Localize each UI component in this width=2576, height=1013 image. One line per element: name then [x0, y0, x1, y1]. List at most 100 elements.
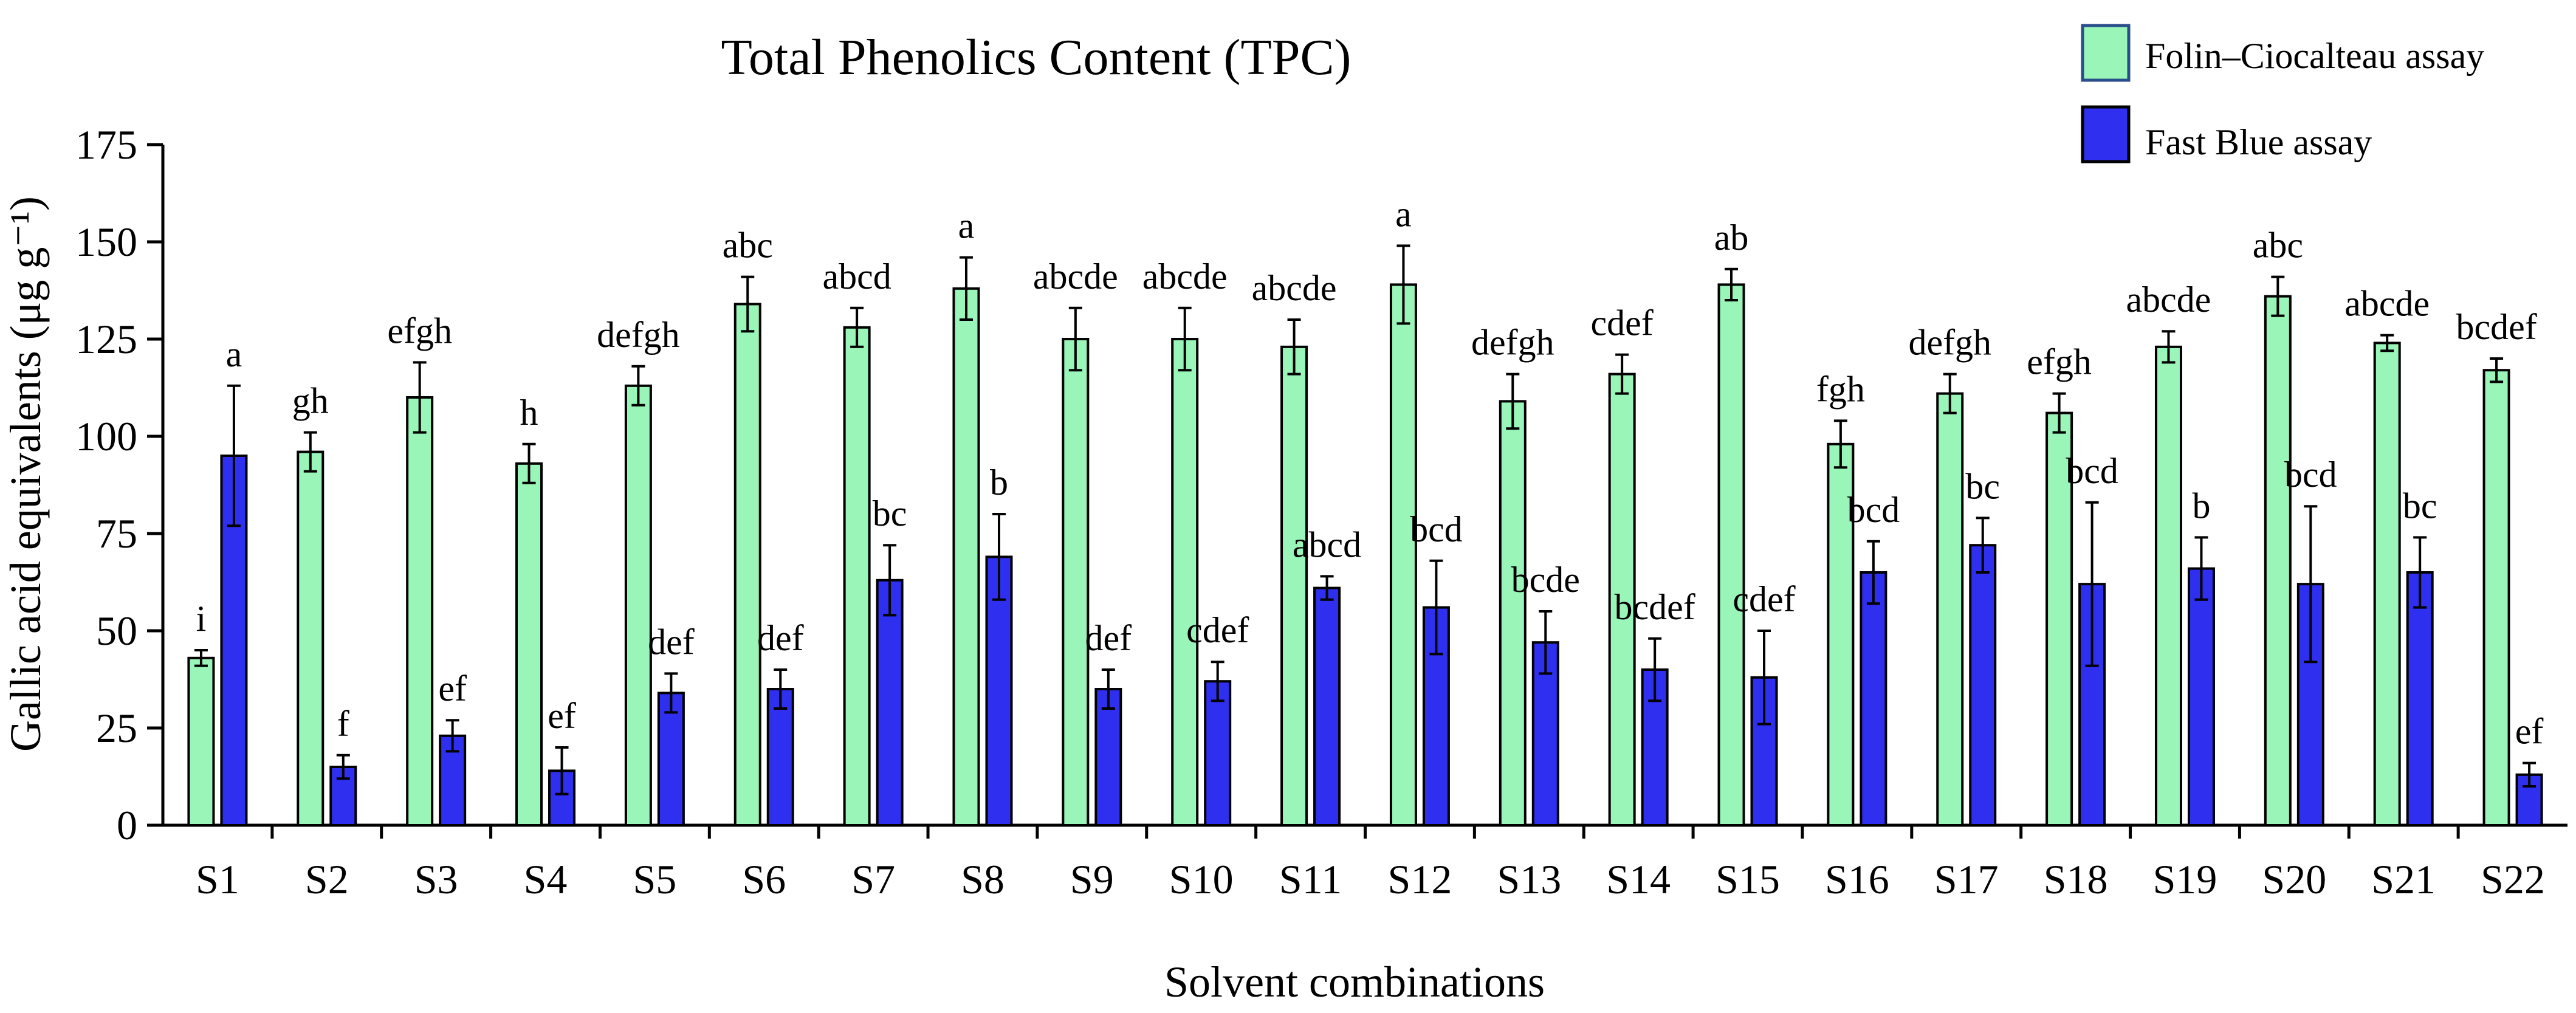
- significance-label: a: [226, 334, 242, 374]
- x-tick-label: S9: [1070, 856, 1114, 902]
- significance-label: bc: [1965, 466, 2000, 506]
- bar: [515, 462, 543, 826]
- x-tick-label: S17: [1934, 856, 1999, 902]
- x-tick-label: S11: [1279, 856, 1342, 902]
- bar: [1313, 586, 1341, 826]
- significance-label: abcd: [822, 256, 891, 297]
- x-tick-label: S15: [1716, 856, 1780, 902]
- legend-swatch-folin: [2081, 24, 2131, 82]
- significance-label: gh: [292, 381, 329, 421]
- y-tick-label: 0: [117, 802, 137, 848]
- x-tick-label: S5: [633, 856, 676, 902]
- y-tick-label: 75: [96, 510, 137, 557]
- significance-label: bcd: [1847, 490, 1900, 530]
- significance-label: abcde: [1142, 256, 1228, 297]
- bar: [766, 688, 794, 826]
- significance-label: a: [1395, 194, 1412, 234]
- significance-label: bc: [2403, 486, 2437, 526]
- legend-label-folin: Folin–Ciocalteau assay: [2145, 36, 2484, 76]
- bar: [2373, 342, 2401, 826]
- significance-label: cdef: [1186, 610, 1249, 650]
- significance-label: defgh: [1471, 323, 1554, 363]
- bar: [1608, 373, 1636, 826]
- significance-label: abcde: [2344, 284, 2430, 324]
- significance-label: abc: [2253, 225, 2303, 266]
- bar: [876, 579, 904, 826]
- x-tick-label: S3: [414, 856, 458, 902]
- bar: [2154, 345, 2182, 826]
- significance-label: fgh: [1816, 369, 1865, 409]
- bar: [843, 326, 871, 826]
- significance-label: defgh: [1908, 323, 1991, 363]
- x-tick-label: S22: [2481, 856, 2545, 902]
- bar: [187, 656, 215, 827]
- x-tick-label: S10: [1169, 856, 1234, 902]
- significance-label: ef: [438, 668, 467, 709]
- bar: [2045, 411, 2073, 826]
- chart-title: Total Phenolics Content (TPC): [721, 29, 1351, 86]
- significance-label: bcd: [2284, 455, 2337, 495]
- significance-label: cdef: [1733, 579, 1795, 619]
- bar: [2187, 567, 2215, 826]
- y-tick-label: 50: [96, 608, 137, 654]
- bar: [2482, 369, 2510, 826]
- x-tick-label: S8: [961, 856, 1005, 902]
- significance-label: efgh: [387, 311, 452, 351]
- plot-area: 0 25 50 75 100 125 150 175 S1 i a S2 gh f S3 efgh ef S4 h e…: [75, 122, 2567, 902]
- significance-label: ef: [2515, 712, 2544, 752]
- significance-label: ab: [1714, 218, 1749, 258]
- y-axis-label: Gallic acid equivalents (μg g⁻¹): [1, 196, 50, 752]
- x-tick-label: S18: [2044, 856, 2108, 902]
- bar: [1204, 680, 1232, 826]
- x-tick-label: S6: [742, 856, 786, 902]
- bar: [406, 396, 434, 826]
- significance-label: bcd: [1410, 509, 1463, 549]
- bar: [624, 384, 652, 826]
- bar: [952, 287, 980, 826]
- significance-label: f: [337, 704, 349, 744]
- x-tick-label: S16: [1825, 856, 1889, 902]
- bar: [2406, 571, 2434, 826]
- y-tick-label: 125: [75, 316, 137, 362]
- significance-label: i: [196, 599, 207, 639]
- significance-label: h: [520, 393, 538, 433]
- significance-label: bcd: [2066, 451, 2118, 491]
- legend: Folin–Ciocalteau assay Fast Blue assay: [2081, 24, 2484, 163]
- x-tick-label: S19: [2153, 856, 2217, 902]
- significance-label: def: [648, 622, 695, 662]
- bar: [297, 450, 325, 826]
- significance-label: bcdef: [2456, 307, 2537, 347]
- bar: [1280, 345, 1308, 826]
- significance-label: b: [990, 462, 1008, 503]
- x-axis-label: Solvent combinations: [1164, 958, 1545, 1006]
- significance-label: bcde: [1511, 560, 1580, 600]
- significance-label: abcde: [1033, 256, 1118, 297]
- bar: [1936, 392, 1964, 826]
- y-tick-label: 150: [75, 219, 137, 265]
- bar: [1717, 283, 1745, 826]
- significance-label: ef: [548, 696, 576, 736]
- significance-label: abc: [723, 225, 773, 266]
- significance-label: b: [2192, 486, 2210, 526]
- significance-label: efgh: [2027, 342, 2092, 382]
- y-tick-label: 175: [75, 122, 137, 168]
- significance-label: abcde: [1252, 268, 1337, 308]
- legend-label-fast-blue: Fast Blue assay: [2145, 122, 2372, 162]
- significance-label: bc: [873, 493, 907, 534]
- significance-label: cdef: [1591, 303, 1654, 343]
- x-tick-label: S14: [1606, 856, 1671, 902]
- bar: [733, 303, 761, 826]
- bar: [1860, 571, 1887, 826]
- legend-swatch-fast-blue: [2081, 105, 2131, 163]
- x-tick-label: S12: [1388, 856, 1452, 902]
- x-tick-label: S2: [305, 856, 349, 902]
- significance-label: abcd: [1293, 524, 1361, 565]
- bar: [1499, 400, 1527, 826]
- significance-label: abcde: [2126, 280, 2211, 320]
- x-tick-label: S1: [196, 856, 239, 902]
- y-tick-label: 25: [96, 705, 137, 751]
- x-tick-label: S13: [1497, 856, 1561, 902]
- bar: [220, 455, 248, 826]
- significance-label: def: [1085, 618, 1132, 658]
